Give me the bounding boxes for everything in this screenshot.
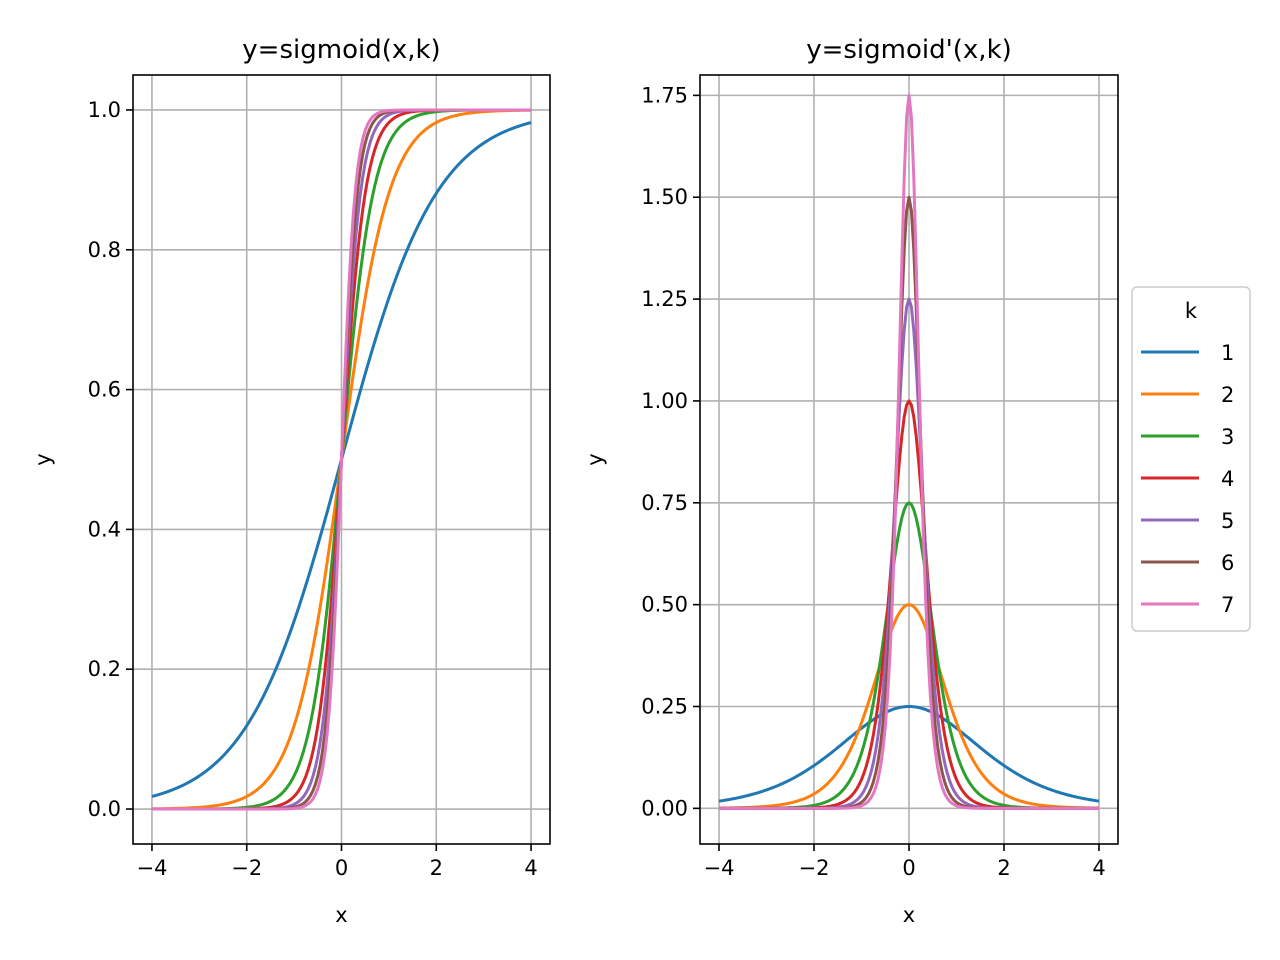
y-axis-label: y <box>583 453 607 465</box>
legend-label-k2: 2 <box>1221 383 1234 407</box>
legend-label-k4: 4 <box>1221 467 1234 491</box>
legend-frame <box>1131 286 1251 632</box>
y-tick-label: 0.4 <box>88 517 121 541</box>
series-line-k2 <box>718 603 1100 810</box>
series-line-k7 <box>151 108 532 811</box>
y-tick-label: 0.25 <box>641 694 688 718</box>
legend-label-k5: 5 <box>1221 509 1234 533</box>
x-tick-label: 0 <box>902 856 915 880</box>
x-tick-label: 0 <box>335 856 348 880</box>
series-line-k1 <box>718 705 1100 803</box>
y-tick-label: 1.0 <box>88 98 121 122</box>
y-tick-label: 1.50 <box>641 185 688 209</box>
left-plot-sigmoid: −4 −2 0 2 4 0.0 0.2 0.4 0.6 0.8 1.0 y=sigmoid(x,k) x… <box>31 35 551 927</box>
x-tick-label: −4 <box>136 856 167 880</box>
x-tick-label: 4 <box>1092 856 1105 880</box>
legend: k 1 2 3 4 5 6 7 <box>1131 286 1251 632</box>
x-tick-label: −4 <box>704 856 735 880</box>
legend-label-k6: 6 <box>1221 551 1234 575</box>
y-tick-label: 0.00 <box>641 796 688 820</box>
x-tick-label: 2 <box>997 856 1010 880</box>
legend-label-k3: 3 <box>1221 425 1234 449</box>
y-tick-label: 0.8 <box>88 238 121 262</box>
y-axis-label: y <box>31 453 55 465</box>
series-line-k7 <box>719 93 1099 810</box>
y-tick-label: 0.75 <box>641 491 688 515</box>
x-tick-label: −2 <box>231 856 262 880</box>
right-plot-sigmoid-derivative: −4 −2 0 2 4 0.00 0.25 0.50 0.75 1.00 1.25 1.50 1.75 y… <box>583 35 1119 927</box>
x-tick-label: −2 <box>799 856 830 880</box>
y-tick-label: 0.0 <box>88 797 121 821</box>
x-axis-label: x <box>903 903 915 927</box>
x-tick-label: 4 <box>524 856 537 880</box>
y-tick-label: 0.6 <box>88 378 121 402</box>
chart-title: y=sigmoid'(x,k) <box>806 35 1012 65</box>
legend-label-k7: 7 <box>1221 593 1234 617</box>
y-tick-label: 0.50 <box>641 593 688 617</box>
x-tick-label: 2 <box>430 856 443 880</box>
y-tick-label: 1.25 <box>641 287 688 311</box>
x-axis-label: x <box>335 903 347 927</box>
legend-label-k1: 1 <box>1221 341 1234 365</box>
y-tick-label: 1.00 <box>641 389 688 413</box>
y-tick-label: 0.2 <box>88 657 121 681</box>
y-tick-label: 1.75 <box>641 83 688 107</box>
chart-title: y=sigmoid(x,k) <box>242 35 440 65</box>
legend-title: k <box>1185 299 1198 323</box>
